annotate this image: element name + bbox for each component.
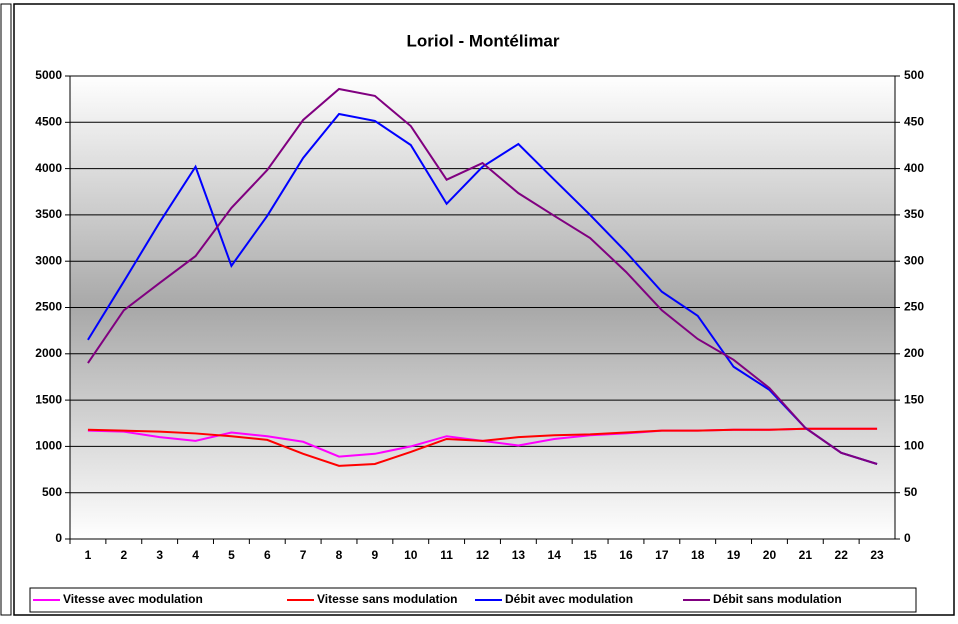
y2-tick-label: 500 [904,68,924,82]
x-tick-label: 4 [192,548,199,562]
y2-tick-label: 150 [904,392,924,406]
y2-tick-label: 100 [904,439,924,453]
x-tick-label: 14 [548,548,562,562]
x-tick-label: 7 [300,548,307,562]
series-line [87,87,878,465]
y-tick-label: 2500 [35,300,62,314]
x-tick-label: 21 [799,548,813,562]
y-tick-label: 0 [55,531,62,545]
x-tick-label: 15 [583,548,597,562]
series-line [87,112,878,465]
x-tick-label: 23 [870,548,884,562]
y2-tick-label: 50 [904,485,918,499]
x-tick-label: 1 [85,548,92,562]
x-tick-label: 6 [264,548,271,562]
y2-tick-label: 450 [904,114,924,128]
x-tick-label: 10 [404,548,418,562]
legend-label: Débit avec modulation [505,592,633,606]
y-tick-label: 500 [42,485,62,499]
legend [29,587,917,613]
series-line [87,427,878,467]
x-tick-label: 18 [691,548,705,562]
x-tick-label: 5 [228,548,235,562]
x-tick-label: 17 [655,548,669,562]
y2-tick-label: 250 [904,300,924,314]
side-frame [0,3,12,616]
x-tick-label: 9 [372,548,379,562]
legend-label: Débit sans modulation [713,592,842,606]
y-tick-label: 3500 [35,207,62,221]
y2-tick-label: 200 [904,346,924,360]
chart-title: Loriol - Montélimar [407,31,560,50]
y2-tick-label: 350 [904,207,924,221]
y2-tick-label: 400 [904,161,924,175]
x-tick-label: 20 [763,548,777,562]
y2-tick-label: 300 [904,253,924,267]
y2-tick-label: 0 [904,531,911,545]
x-tick-label: 22 [835,548,849,562]
x-tick-label: 3 [156,548,163,562]
legend-label: Vitesse sans modulation [317,592,458,606]
x-tick-label: 12 [476,548,490,562]
y-tick-label: 4500 [35,114,62,128]
x-tick-label: 16 [619,548,633,562]
x-tick-label: 11 [440,548,453,562]
x-tick-label: 19 [727,548,741,562]
y-tick-label: 1500 [35,392,62,406]
x-tick-label: 8 [336,548,343,562]
legend-label: Vitesse avec modulation [63,592,203,606]
x-tick-label: 13 [512,548,526,562]
y-tick-label: 1000 [35,439,62,453]
y-tick-label: 3000 [35,253,62,267]
x-tick-label: 2 [120,548,127,562]
y-tick-label: 5000 [35,68,62,82]
y-tick-label: 4000 [35,161,62,175]
y-tick-label: 2000 [35,346,62,360]
